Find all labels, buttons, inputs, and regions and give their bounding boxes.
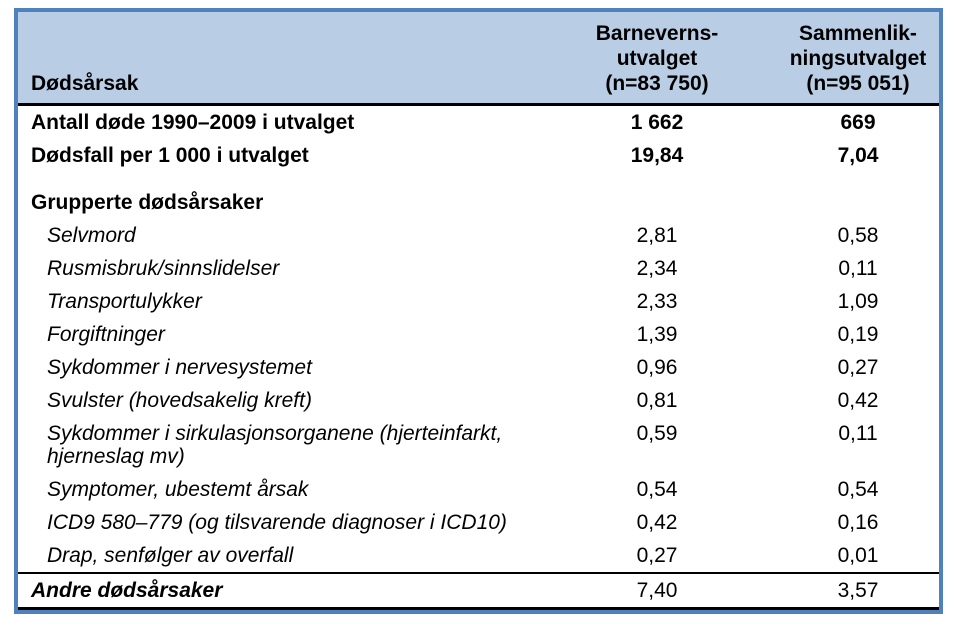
cause-cell: Andre dødsårsaker [18,572,537,610]
cause-cell: Sykdommer i nervesystemet [47,356,312,379]
comparison-value: 0,16 [837,511,879,534]
comparison-value: 669 [840,111,876,134]
comparison-value: 7,04 [837,144,879,167]
barnevern-value: 1,39 [636,323,678,346]
row-svulster: Svulster (hovedsakelig kreft) 0,81 0,42 [18,384,939,417]
comparison-value: 0,42 [837,389,879,412]
row-transportulykker: Transportulykker 2,33 1,09 [18,285,939,318]
row-drap: Drap, senfølger av overfall 0,27 0,01 [18,539,939,573]
header-cause-of-death: Dødsårsak [18,12,537,106]
comparison-value: 0,19 [837,323,879,346]
row-icd9: ICD9 580–779 (og tilsvarende diagnoser i… [18,506,939,539]
barnevern-value: 0,54 [636,478,678,501]
cause-cell: Sykdommer i sirkulasjonsorganene (hjerte… [47,422,503,468]
cause-cell: Antall døde 1990–2009 i utvalget [31,111,355,134]
barnevern-value: 1 662 [630,111,684,134]
cause-cell: Dødsfall per 1 000 i utvalget [31,144,309,167]
row-death-rate: Dødsfall per 1 000 i utvalget 19,84 7,04 [18,139,939,172]
barnevern-value: 0,59 [636,422,678,445]
comparison-value: 0,11 [838,257,878,280]
cause-cell: Selvmord [47,224,136,247]
comparison-value: 0,11 [838,422,878,445]
cause-cell: Symptomer, ubestemt årsak [47,478,309,501]
barnevern-value: 7,40 [537,572,777,610]
barnevern-value: 0,42 [636,511,678,534]
header-barnevernsutvalget: Barneverns- utvalget (n=83 750) [537,12,777,106]
row-symptomer: Symptomer, ubestemt årsak 0,54 0,54 [18,473,939,506]
barnevern-value: 2,81 [636,224,678,247]
cause-cell: Svulster (hovedsakelig kreft) [47,389,312,412]
barnevern-value: 0,27 [636,544,678,567]
comparison-value: 0,58 [837,224,879,247]
barnevern-value: 19,84 [630,144,684,167]
row-total-deaths: Antall døde 1990–2009 i utvalget 1 662 6… [18,105,939,140]
row-andre-dodsarsaker: Andre dødsårsaker 7,40 3,57 [18,572,939,610]
row-selvmord: Selvmord 2,81 0,58 [18,219,939,252]
comparison-value: 1,09 [837,290,879,313]
barnevern-value: 0,96 [636,356,678,379]
barnevern-value: 2,33 [636,290,678,313]
cause-cell: Rusmisbruk/sinnslidelser [47,257,280,280]
row-rusmisbruk: Rusmisbruk/sinnslidelser 2,34 0,11 [18,252,939,285]
barnevern-value: 0,81 [636,389,678,412]
barnevern-value: 2,34 [636,257,678,280]
comparison-value: 0,27 [837,356,879,379]
comparison-value: 0,01 [837,544,879,567]
header-sammenlikningsutvalget: Sammenlik- ningsutvalget (n=95 051) [777,12,939,106]
row-nervesystemet: Sykdommer i nervesystemet 0,96 0,27 [18,351,939,384]
comparison-value: 0,54 [837,478,879,501]
cause-cell: Forgiftninger [47,323,165,346]
cause-cell: Transportulykker [47,290,202,313]
cause-cell: Drap, senfølger av overfall [47,544,294,567]
cause-cell: ICD9 580–779 (og tilsvarende diagnoser i… [47,511,507,534]
header-row: Dødsårsak Barneverns- utvalget (n=83 750… [18,12,939,106]
row-group-header: Grupperte dødsårsaker [18,172,939,219]
cause-of-death-table: Dødsårsak Barneverns- utvalget (n=83 750… [18,12,939,610]
row-forgiftninger: Forgiftninger 1,39 0,19 [18,318,939,351]
mortality-table: Dødsårsak Barneverns- utvalget (n=83 750… [14,8,943,614]
comparison-value [777,172,939,219]
cause-cell: Grupperte dødsårsaker [31,191,264,214]
barnevern-value [537,172,777,219]
comparison-value: 3,57 [777,572,939,610]
row-sirkulasjon: Sykdommer i sirkulasjonsorganene (hjerte… [18,417,939,473]
